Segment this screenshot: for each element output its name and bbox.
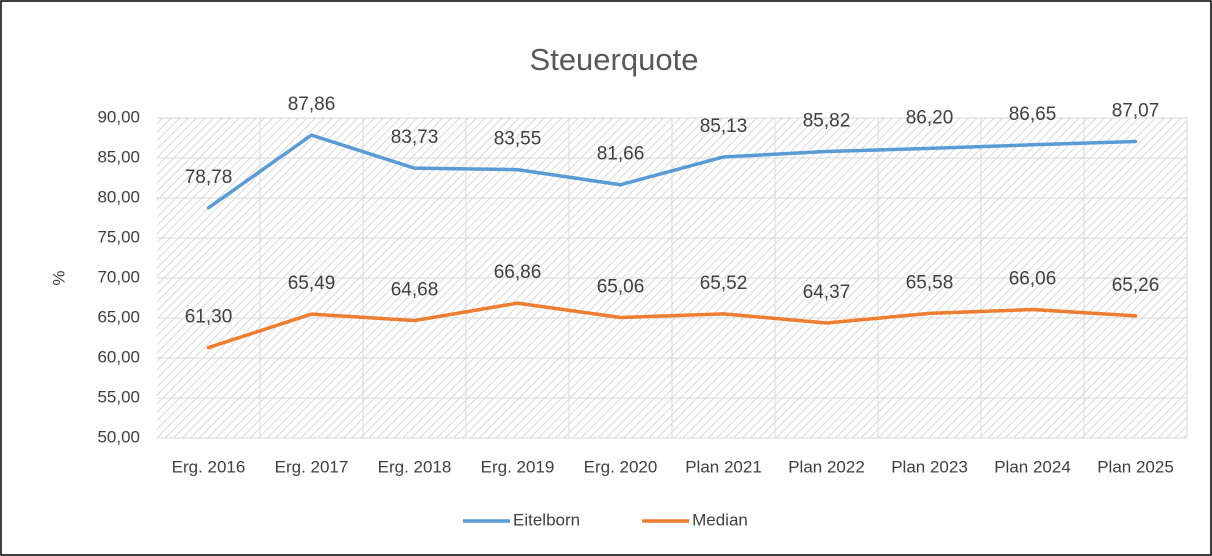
x-tick-label: Plan 2023	[891, 457, 968, 476]
y-tick-label: 70,00	[97, 267, 140, 286]
x-tick-label: Erg. 2019	[481, 457, 555, 476]
y-tick-label: 90,00	[97, 107, 140, 126]
data-label: 81,66	[597, 144, 645, 165]
x-tick-label: Plan 2021	[685, 457, 762, 476]
data-label: 87,86	[288, 94, 336, 115]
data-label: 65,26	[1112, 275, 1160, 296]
data-label: 66,86	[494, 262, 542, 283]
legend-label: Eitelborn	[513, 510, 580, 529]
data-label: 86,65	[1009, 104, 1057, 125]
data-label: 65,49	[288, 273, 336, 294]
x-tick-label: Plan 2022	[788, 457, 865, 476]
x-tick-label: Plan 2025	[1097, 457, 1174, 476]
data-label: 87,07	[1112, 100, 1160, 121]
data-label: 85,82	[803, 110, 851, 131]
chart-title: Steuerquote	[530, 42, 699, 77]
y-tick-label: 65,00	[97, 307, 140, 326]
y-tick-label: 80,00	[97, 187, 140, 206]
data-label: 65,58	[906, 272, 954, 293]
data-label: 83,55	[494, 129, 542, 150]
legend-label: Median	[692, 510, 748, 529]
y-tick-label: 85,00	[97, 147, 140, 166]
series-line	[206, 133, 1138, 210]
y-axis-label: %	[49, 270, 68, 285]
x-tick-label: Plan 2024	[994, 457, 1071, 476]
x-tick-label: Erg. 2017	[275, 457, 349, 476]
y-tick-label: 50,00	[97, 427, 140, 446]
x-tick-label: Erg. 2018	[378, 457, 452, 476]
y-tick-label: 55,00	[97, 387, 140, 406]
series-line	[206, 301, 1138, 350]
data-label: 64,37	[803, 282, 851, 303]
data-label: 65,52	[700, 273, 748, 294]
x-tick-label: Erg. 2016	[172, 457, 246, 476]
data-label: 83,73	[391, 127, 439, 148]
data-label: 65,06	[597, 277, 645, 298]
data-label: 66,06	[1009, 269, 1057, 290]
data-label: 85,13	[700, 116, 748, 137]
data-label: 61,30	[185, 307, 233, 328]
y-tick-label: 75,00	[97, 227, 140, 246]
y-tick-label: 60,00	[97, 347, 140, 366]
data-label: 78,78	[185, 167, 233, 188]
x-tick-label: Erg. 2020	[584, 457, 658, 476]
data-label: 64,68	[391, 280, 439, 301]
data-label: 86,20	[906, 107, 954, 128]
